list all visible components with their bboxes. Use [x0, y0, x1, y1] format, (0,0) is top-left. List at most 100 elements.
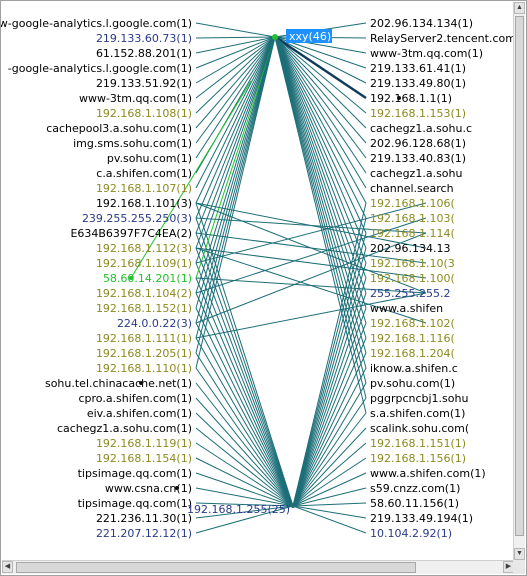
edge-left-3 — [195, 36, 276, 69]
node-label-left[interactable]: eiv.a.shifen.com(1) — [87, 407, 192, 420]
node-label-right[interactable]: 255.255.255.2 — [370, 287, 450, 300]
node-label-left[interactable]: www.csna.cn(1) — [105, 482, 192, 495]
node-label-left[interactable]: 221.207.12.12(1) — [96, 527, 192, 540]
node-label-right[interactable]: 192.168.1.116( — [370, 332, 455, 345]
node-label-left[interactable]: tipsimage.qq.com(1) — [78, 497, 192, 510]
node-label-left[interactable]: sohu.tel.chinacache.net(1) — [45, 377, 192, 390]
node-label-left[interactable]: cachepool3.a.sohu.com(1) — [46, 122, 192, 135]
node-label-left[interactable]: 219.133.60.73(1) — [96, 32, 192, 45]
horizontal-scroll-thumb[interactable] — [16, 562, 416, 573]
node-label-left[interactable]: 192.168.1.205(1) — [96, 347, 192, 360]
edge-left-12 — [195, 36, 276, 204]
node-label-right[interactable]: 192.168.1.204( — [370, 347, 455, 360]
scroll-up-button[interactable]: ▲ — [514, 2, 525, 14]
edge-right-bottom-19 — [292, 307, 367, 507]
node-label-right[interactable]: pggrpcncbj1.sohu — [370, 392, 468, 405]
node-label-right[interactable]: 192.168.1.100( — [370, 272, 455, 285]
node-label-right[interactable]: iknow.a.shifen.c — [370, 362, 458, 375]
node-label-left[interactable]: 61.152.88.201(1) — [96, 47, 192, 60]
node-label-right[interactable]: 202.96.128.68(1) — [370, 137, 466, 150]
node-label-left[interactable]: 219.133.51.92(1) — [96, 77, 192, 90]
edge-left-bottom-17 — [195, 277, 294, 507]
node-label-left[interactable]: 192.168.1.154(1) — [96, 452, 192, 465]
node-label-right[interactable]: 192.168.1.151(1) — [370, 437, 466, 450]
node-label-left[interactable]: c.a.shifen.com(1) — [96, 167, 192, 180]
node-marker-dot — [175, 486, 179, 490]
vertical-scroll-thumb[interactable] — [515, 16, 524, 536]
hub-bottom-label: 192.168.1.255(25) — [187, 503, 290, 516]
edge-right-20 — [274, 36, 367, 324]
node-label-left[interactable]: img.sms.sohu.com(1) — [73, 137, 192, 150]
node-marker-dot — [129, 276, 133, 280]
node-label-right[interactable]: 192.168.1.156(1) — [370, 452, 466, 465]
edge-right-bottom-23 — [292, 367, 367, 507]
node-label-right[interactable]: 192.168.1.10(3 — [370, 257, 455, 270]
edge-right-23 — [274, 36, 367, 369]
node-label-right[interactable]: 58.60.11.156(1) — [370, 497, 459, 510]
node-label-right[interactable]: 219.133.49.194(1) — [370, 512, 473, 525]
node-label-left[interactable]: www-3tm.qq.com(1) — [79, 92, 192, 105]
node-label-right[interactable]: 219.133.61.41(1) — [370, 62, 466, 75]
node-label-right[interactable]: RelayServer2.tencent.com( — [370, 32, 514, 45]
node-label-left[interactable]: 221.236.11.30(1) — [96, 512, 192, 525]
node-label-left[interactable]: cpro.a.shifen.com(1) — [78, 392, 192, 405]
edge-left-34 — [195, 505, 294, 534]
node-label-right[interactable]: cachegz1.a.sohu.c — [370, 122, 472, 135]
node-label-right[interactable]: 219.133.49.80(1) — [370, 77, 466, 90]
edge-cross-7 — [195, 232, 427, 324]
node-label-right[interactable]: 192.168.1.102( — [370, 317, 455, 330]
node-label-left[interactable]: 192.168.1.109(1) — [96, 257, 192, 270]
vertical-scrollbar[interactable]: ▲ ▼ — [513, 2, 525, 560]
node-label-left[interactable]: E634B6397F7C4EA(2) — [70, 227, 192, 240]
edge-left-31 — [195, 487, 294, 507]
node-label-left[interactable]: 192.168.1.101(3) — [96, 197, 192, 210]
node-label-left[interactable]: www-google-analytics.l.google.com(1) — [1, 17, 192, 30]
node-label-left[interactable]: 192.168.1.152(1) — [96, 302, 192, 315]
node-label-left[interactable]: 192.168.1.104(2) — [96, 287, 192, 300]
node-label-left[interactable]: 239.255.255.250(3) — [82, 212, 192, 225]
node-label-left[interactable]: tipsimage.qq.com(1) — [78, 467, 192, 480]
node-label-left[interactable]: -google-analytics.l.google.com(1) — [8, 62, 192, 75]
node-label-right[interactable]: 192.168.1.114( — [370, 227, 455, 240]
node-label-left[interactable]: 192.168.1.108(1) — [96, 107, 192, 120]
edge-right-27 — [292, 427, 367, 507]
scroll-down-button[interactable]: ▼ — [514, 548, 525, 560]
node-label-left[interactable]: 58.60.14.201(1) — [103, 272, 192, 285]
node-label-right[interactable]: 192.168.1.153(1) — [370, 107, 466, 120]
node-label-right[interactable]: www.a.shifen.com(1) — [370, 467, 486, 480]
node-label-left[interactable]: 224.0.0.22(3) — [117, 317, 192, 330]
edge-right-32 — [292, 502, 367, 507]
node-label-right[interactable]: channel.search — [370, 182, 454, 195]
node-label-right[interactable]: 192.168.1.106( — [370, 197, 455, 210]
node-label-left[interactable]: 192.168.1.119(1) — [96, 437, 192, 450]
node-label-left[interactable]: 192.168.1.110(1) — [96, 362, 192, 375]
node-label-left[interactable]: 192.168.1.111(1) — [96, 332, 192, 345]
edge-left-bottom-18 — [195, 292, 294, 507]
hub-node-bottom[interactable]: 192.168.1.255(25) — [187, 503, 295, 516]
horizontal-scrollbar[interactable]: ◀ ▶ — [2, 560, 514, 574]
node-label-right[interactable]: 202.96.134.13 — [370, 242, 450, 255]
node-label-right[interactable]: 10.104.2.92(1) — [370, 527, 452, 540]
node-label-right[interactable]: 192.168.1.103( — [370, 212, 455, 225]
node-label-right[interactable]: s59.cnzz.com(1) — [370, 482, 460, 495]
hub-node-top[interactable]: xxy(46) — [272, 29, 332, 43]
scroll-left-button[interactable]: ◀ — [2, 561, 13, 573]
edge-left-bottom-19 — [195, 307, 294, 507]
node-label-right[interactable]: scalink.sohu.com( — [370, 422, 469, 435]
node-label-right[interactable]: s.a.shifen.com(1) — [370, 407, 465, 420]
node-label-right[interactable]: 202.96.134.134(1) — [370, 17, 473, 30]
node-label-right[interactable]: 219.133.40.83(1) — [370, 152, 466, 165]
node-label-right[interactable]: cachegz1.a.sohu — [370, 167, 462, 180]
node-label-right[interactable]: www.a.shifen — [370, 302, 443, 315]
node-label-left[interactable]: pv.sohu.com(1) — [107, 152, 192, 165]
edge-left-22 — [195, 36, 276, 354]
node-label-right[interactable]: pv.sohu.com(1) — [370, 377, 455, 390]
edge-right-14 — [274, 36, 367, 234]
node-label-left[interactable]: 192.168.1.112(3) — [96, 242, 192, 255]
node-label-left[interactable]: 192.168.1.107(1) — [96, 182, 192, 195]
node-label-left[interactable]: cachegz1.a.sohu.com(1) — [57, 422, 192, 435]
edge-left-30 — [195, 472, 294, 507]
node-label-right[interactable]: www-3tm.qq.com(1) — [370, 47, 483, 60]
node-label-right[interactable]: 192.168.1.1(1) — [370, 92, 452, 105]
edge-right-30 — [292, 472, 367, 507]
